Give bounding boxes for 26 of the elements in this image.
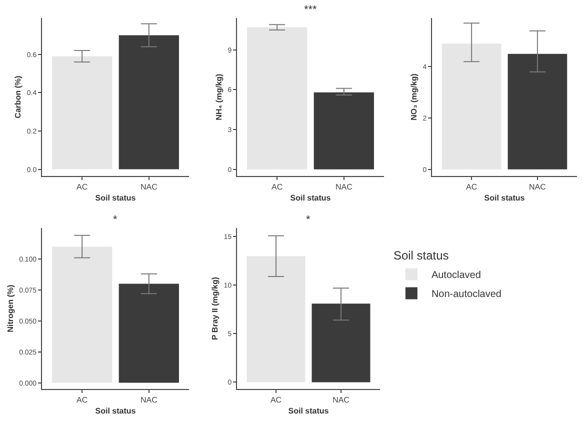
legend-label: Non-autoclaved (431, 289, 502, 300)
text: * (113, 214, 118, 226)
y-axis-title: NH₄ (mg/kg) (214, 73, 224, 120)
text: *** (304, 4, 318, 16)
legend-label: Autoclaved (431, 270, 481, 282)
x-tick-label: NAC (332, 396, 350, 405)
text: * (306, 214, 311, 226)
x-tick-label: AC (76, 396, 88, 405)
x-axis-title: Soil status (95, 194, 136, 203)
x-axis-title: Soil status (484, 194, 526, 203)
y-axis-title: Nitrogen (%) (6, 284, 15, 332)
x-axis-title: Soil status (288, 406, 330, 416)
x-tick-label: AC (270, 396, 282, 405)
x-axis-title: Soil status (290, 194, 332, 203)
x-axis-title: Soil status (95, 406, 136, 416)
x-tick-label: NAC (140, 182, 158, 192)
legend-title: Soil status (393, 248, 449, 263)
y-axis-title: NO₃ (mg/kg) (409, 73, 418, 120)
y-axis-title: P Bray II (mg/kg) (210, 276, 220, 340)
x-tick-label: NAC (529, 182, 546, 192)
x-tick-label: AC (272, 182, 283, 192)
x-tick-label: NAC (335, 182, 353, 192)
x-tick-label: NAC (140, 396, 158, 405)
y-axis-title: Carbon (%) (14, 75, 23, 118)
x-tick-label: AC (466, 182, 478, 192)
x-tick-label: AC (76, 182, 88, 192)
